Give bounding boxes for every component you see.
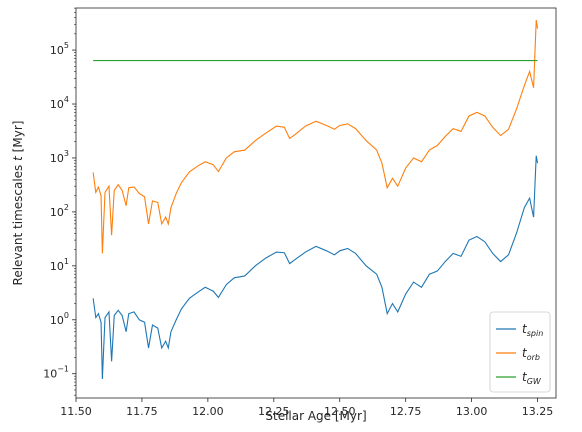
y-tick-label: 100 bbox=[50, 311, 69, 327]
y-tick-label: 104 bbox=[50, 95, 69, 111]
x-tick-label: 11.75 bbox=[126, 405, 158, 418]
x-tick-label: 12.75 bbox=[390, 405, 422, 418]
x-axis: 11.50 11.75 12.00 12.25 12.50 12.75 13.00 13.25 bbox=[60, 398, 553, 418]
plot-frame bbox=[75, 7, 557, 399]
plot-lines bbox=[92, 19, 539, 379]
x-tick-label: 12.25 bbox=[258, 405, 290, 418]
y-axis-label-unit: [Myr] bbox=[11, 121, 25, 153]
legend-label-gw: tGW bbox=[522, 370, 542, 386]
y-axis: 10−1 100 101 102 103 104 105 bbox=[43, 7, 76, 396]
series-line-spin bbox=[92, 155, 539, 379]
y-tick-label: 102 bbox=[50, 203, 69, 219]
x-axis-label: Stellar Age [Myr] bbox=[265, 409, 366, 423]
y-axis-label: Relevant timescales t [Myr] bbox=[11, 121, 25, 286]
x-tick-label: 13.25 bbox=[522, 405, 554, 418]
y-tick-label: 103 bbox=[50, 149, 69, 165]
y-axis-label-var: t bbox=[11, 155, 25, 161]
legend-label-spin: tspin bbox=[522, 322, 543, 338]
x-tick-label: 11.50 bbox=[60, 405, 92, 418]
y-tick-label: 10−1 bbox=[43, 365, 69, 381]
legend-label-orb: torb bbox=[522, 346, 540, 362]
legend: tspin torb tGW bbox=[489, 311, 551, 393]
legend-box bbox=[489, 311, 551, 393]
x-tick-label: 13.00 bbox=[456, 405, 488, 418]
y-tick-label: 101 bbox=[50, 257, 69, 273]
y-axis-label-text: Relevant timescales bbox=[11, 165, 25, 286]
x-tick-label: 12.00 bbox=[192, 405, 224, 418]
series-line-orb bbox=[92, 19, 539, 254]
y-tick-label: 105 bbox=[50, 41, 69, 57]
x-tick-label: 12.50 bbox=[324, 405, 356, 418]
